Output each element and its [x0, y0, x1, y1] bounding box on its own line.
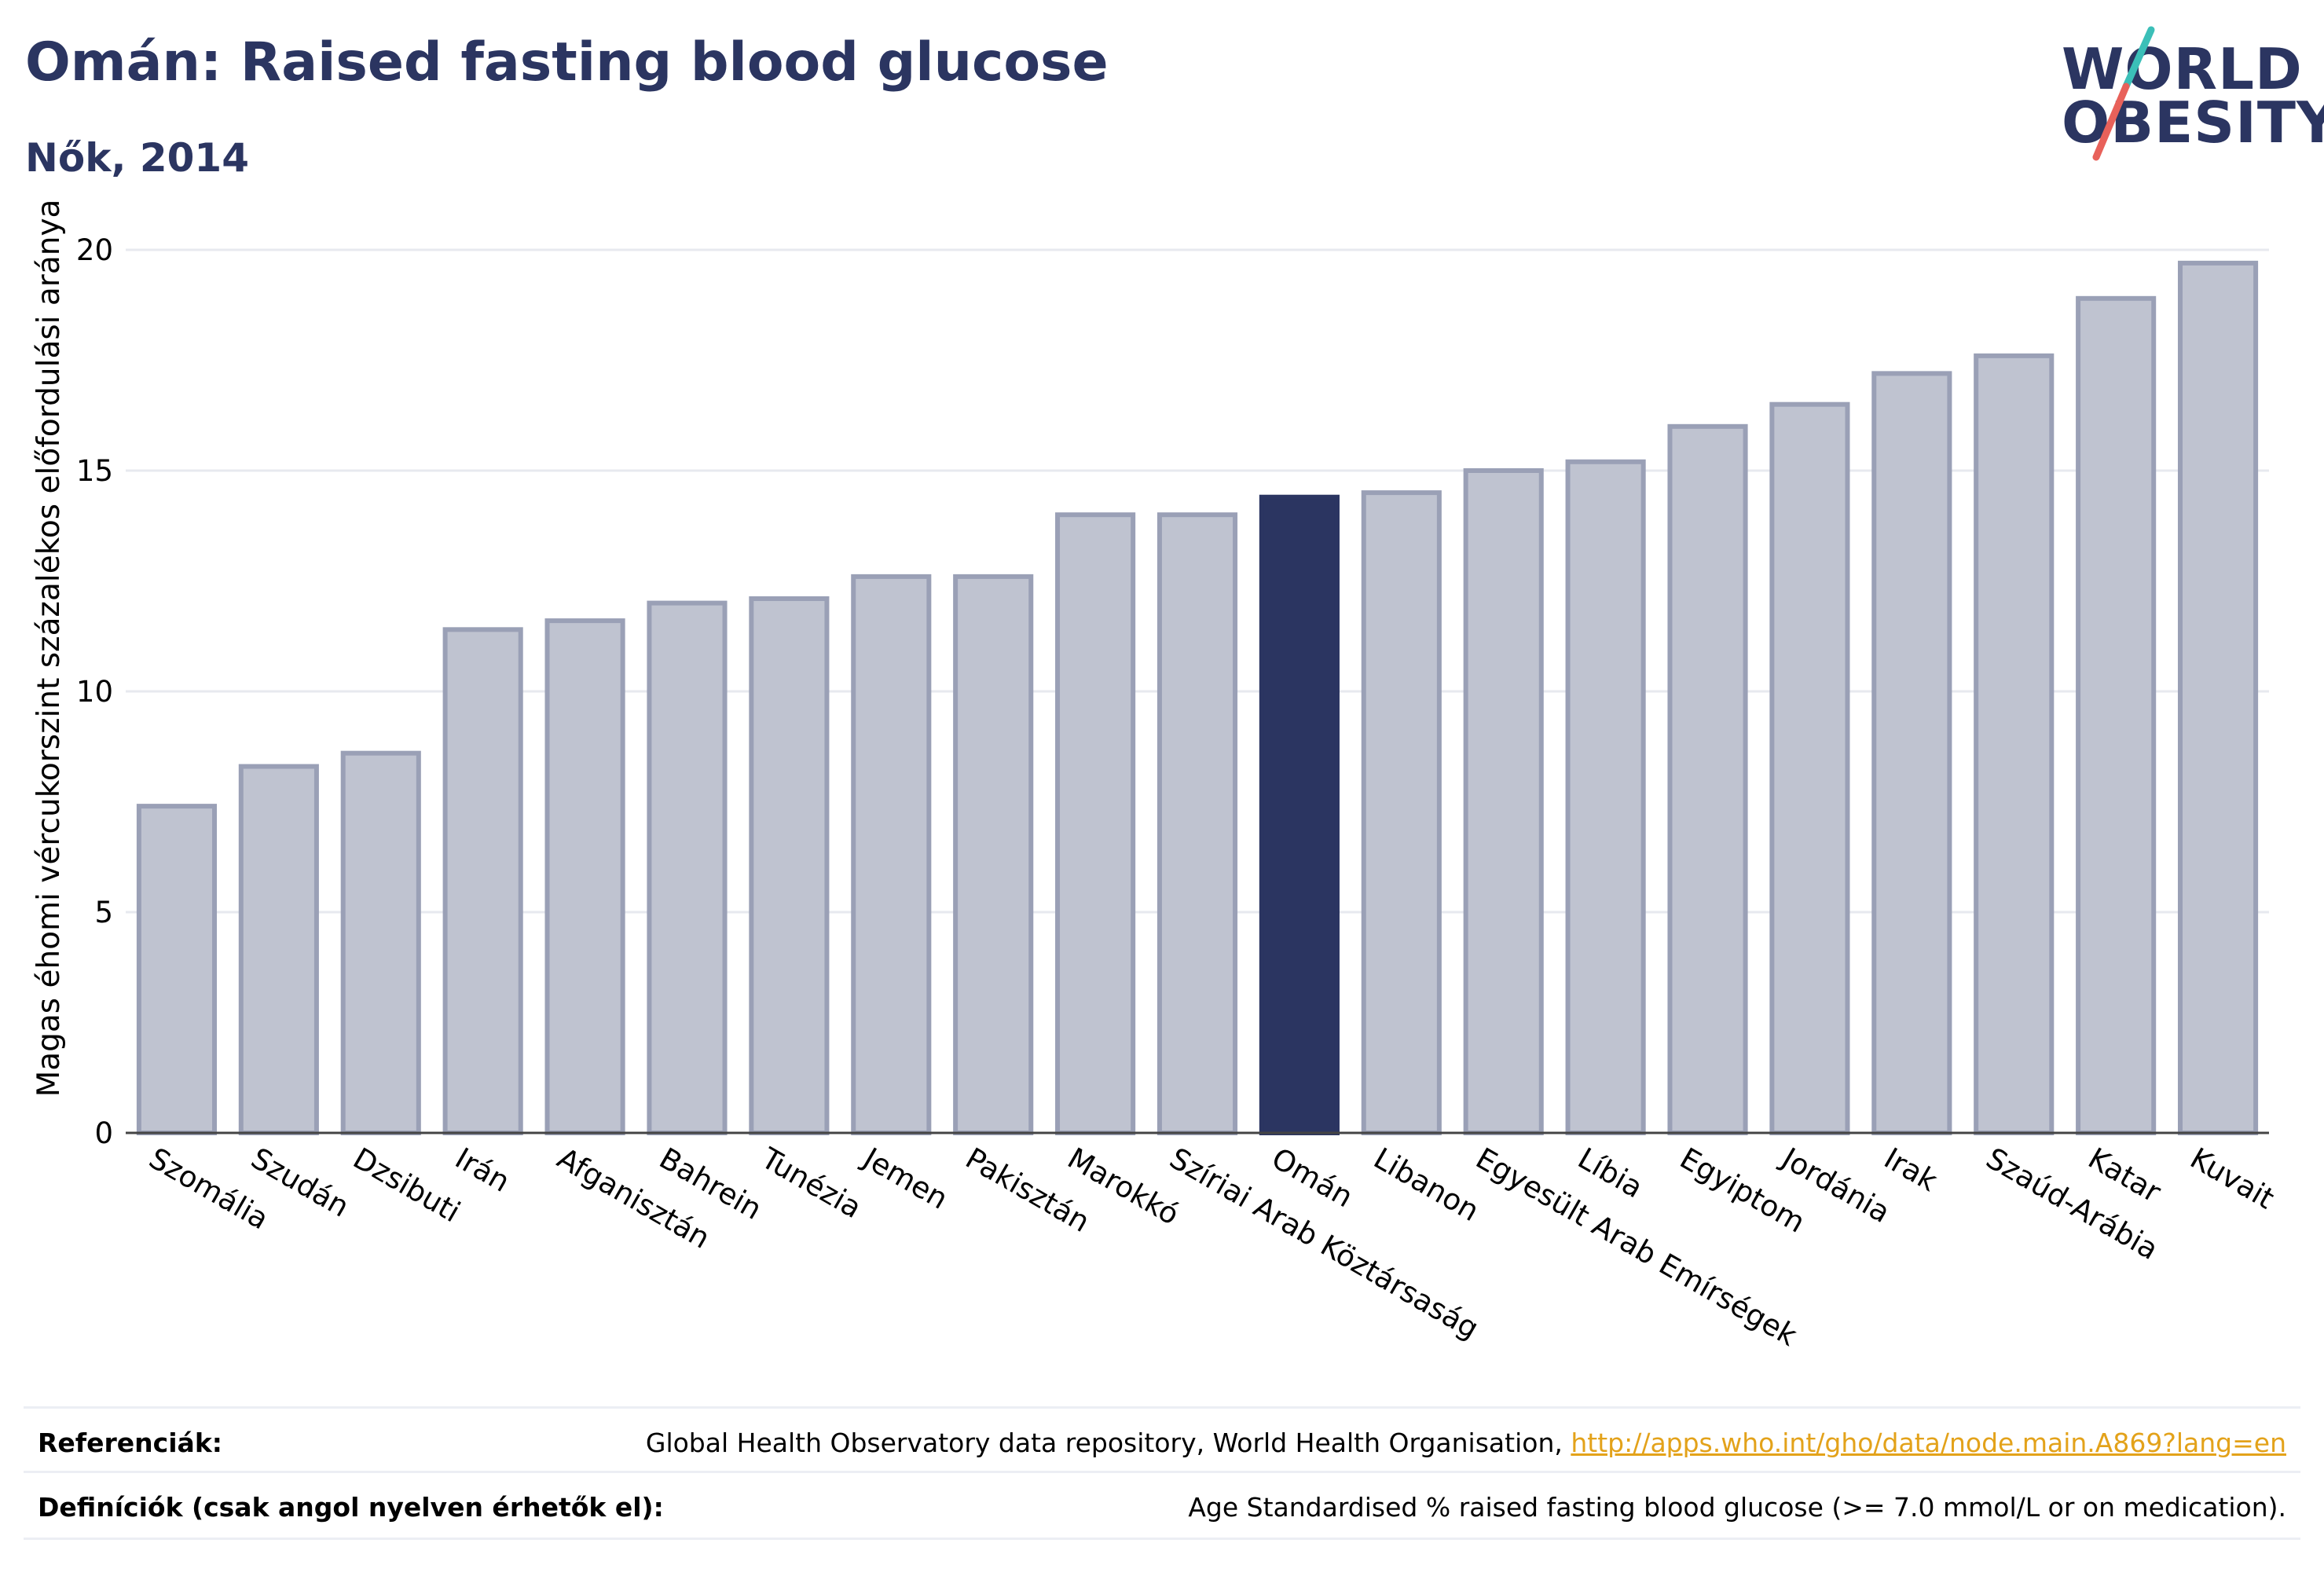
y-axis-label: Magas éhomi vércukorszint százalékos elő… — [31, 200, 67, 1098]
y-tick-label: 20 — [76, 233, 113, 267]
bar — [1871, 371, 1952, 1135]
bar — [136, 804, 218, 1135]
references-label: Referenciák: — [38, 1428, 222, 1458]
chart-subtitle: Nők, 2014 — [25, 135, 250, 181]
bar — [1769, 401, 1850, 1135]
bar — [851, 574, 932, 1135]
definitions-text: Age Standardised % raised fasting blood … — [1188, 1492, 2286, 1523]
x-tick-label: Dzsibuti — [347, 1142, 466, 1230]
x-tick-label: Jemen — [856, 1141, 954, 1216]
y-tick-label: 15 — [76, 454, 113, 488]
bar — [2076, 295, 2157, 1136]
y-tick-label: 5 — [94, 896, 113, 929]
references-row: Referenciák: Global Health Observatory d… — [24, 1406, 2300, 1473]
logo-line-1: WORLD — [2062, 36, 2303, 102]
references-text: Global Health Observatory data repositor… — [645, 1428, 1571, 1458]
x-tick-label: Irak — [1879, 1142, 1944, 1199]
logo-slash-icon — [2092, 26, 2155, 161]
bar — [953, 574, 1034, 1135]
chart-title: Omán: Raised fasting blood glucose — [25, 31, 1109, 93]
bar — [340, 750, 421, 1135]
bar — [1463, 468, 1544, 1135]
definitions-label: Definíciók (csak angol nyelven érhetők e… — [38, 1492, 664, 1523]
bar — [238, 764, 319, 1135]
bar — [1974, 353, 2055, 1135]
bar — [1565, 459, 1646, 1135]
y-tick-label: 10 — [76, 675, 113, 709]
bar — [1055, 512, 1136, 1135]
bar — [1667, 423, 1748, 1135]
x-tick-label: Líbia — [1572, 1142, 1648, 1205]
x-tick-label: Libanon — [1368, 1142, 1484, 1229]
x-tick-label: Tunézia — [755, 1141, 867, 1225]
bar — [1157, 512, 1238, 1135]
bar-highlighted — [1259, 494, 1340, 1135]
bar — [1361, 490, 1442, 1135]
world-obesity-logo: WORLD OBESITY — [2043, 24, 2324, 165]
bar — [442, 627, 523, 1135]
bar — [2177, 260, 2259, 1135]
references-value: Global Health Observatory data repositor… — [646, 1428, 2286, 1458]
bar — [647, 600, 728, 1135]
references-link[interactable]: http://apps.who.int/gho/data/node.main.A… — [1571, 1428, 2286, 1458]
definitions-row: Definíciók (csak angol nyelven érhetők e… — [24, 1471, 2300, 1540]
x-tick-label: Irán — [449, 1142, 515, 1199]
bar — [749, 596, 830, 1135]
bars — [136, 260, 2259, 1136]
x-tick-label: Kuvait — [2185, 1142, 2280, 1216]
bar — [544, 618, 625, 1135]
y-tick-label: 0 — [94, 1116, 113, 1150]
x-tick-label: Szaúd-Arábia — [1981, 1142, 2164, 1267]
y-tick-labels: 0 5 10 15 20 — [76, 233, 113, 1150]
